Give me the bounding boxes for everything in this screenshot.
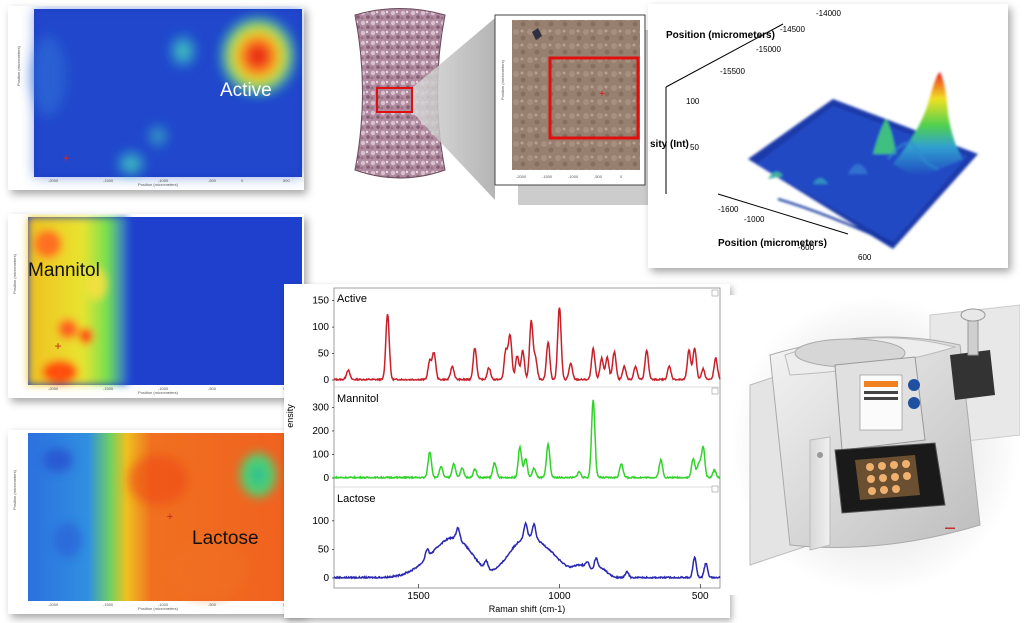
surface-z-axis-label: sity (Int) (650, 139, 689, 150)
active-map-panel: + Position (micrometers) Position (micro… (8, 6, 304, 190)
svg-text:-1500: -1500 (103, 178, 114, 183)
surface-z-tick: 50 (690, 143, 699, 152)
tablet-zoom-figure: + Position (micrometers) -2000 -1500 -1000… (354, 8, 650, 205)
svg-text:-500: -500 (594, 174, 603, 179)
x-tick-label: 500 (692, 591, 709, 602)
surface-y-tick: -14000 (816, 9, 841, 18)
svg-text:Position (micrometers): Position (micrometers) (16, 45, 21, 86)
y-tick-label: 0 (323, 573, 329, 584)
tablet-roi-box (376, 87, 413, 113)
panel-resize-handle[interactable] (711, 485, 719, 493)
svg-text:Position (micrometers): Position (micrometers) (138, 390, 179, 395)
active-map-image: + Position (micrometers) Position (micro… (8, 6, 304, 190)
spectrum-line-active (333, 307, 721, 382)
svg-text:-1500: -1500 (103, 386, 114, 391)
svg-text:-2000: -2000 (48, 178, 59, 183)
svg-text:Position (micrometers): Position (micrometers) (138, 182, 179, 187)
svg-text:+: + (62, 151, 69, 165)
y-tick-label: 0 (323, 375, 329, 386)
svg-text:-500: -500 (208, 602, 217, 607)
svg-text:-2000: -2000 (48, 386, 59, 391)
raman-instrument-photo: ▬▬ (730, 295, 1020, 595)
surface-x-tick: -1000 (744, 215, 765, 224)
surface-z-tick: 100 (686, 97, 700, 106)
svg-text:-500: -500 (208, 386, 217, 391)
svg-text:-2000: -2000 (48, 602, 59, 607)
y-tick-label: 100 (312, 516, 329, 527)
svg-text:0: 0 (241, 178, 244, 183)
mannitol-map-label: Mannitol (28, 260, 100, 281)
y-tick-label: 0 (323, 473, 329, 484)
y-tick-label: 300 (312, 402, 329, 413)
surface-mesh (748, 72, 978, 249)
svg-text:-500: -500 (208, 178, 217, 183)
lactose-map-panel: + Position (micrometers) Position (micro… (8, 430, 304, 614)
lactose-map-label: Lactose (192, 528, 259, 549)
surface-y-tick: -14500 (780, 25, 805, 34)
svg-text:-1000: -1000 (158, 178, 169, 183)
surface-y-axis-label: Position (micrometers) (666, 30, 775, 41)
svg-text:+: + (599, 89, 605, 100)
surface-y-tick: -15000 (756, 45, 781, 54)
spectrum-title: Mannitol (337, 393, 379, 405)
spectra-y-axis-label: ensity (285, 404, 295, 428)
svg-text:0: 0 (620, 174, 623, 179)
svg-text:+: + (167, 511, 173, 523)
y-tick-label: 50 (318, 544, 330, 555)
svg-text:500: 500 (283, 178, 290, 183)
svg-text:Position (micrometers): Position (micrometers) (500, 59, 505, 100)
mannitol-map-image: + Position (micrometers) Position (micro… (8, 214, 304, 398)
spectrum-title: Lactose (337, 493, 376, 505)
svg-text:-1000: -1000 (158, 386, 169, 391)
panel-resize-handle[interactable] (711, 387, 719, 395)
x-tick-label: 1500 (407, 591, 430, 602)
raman-spectra-chart: 0 50 100 150 Active 0 100 200 300 Mannitol 0 50 100 L… (284, 284, 730, 618)
surface-plot-panel: Position (micrometers) Position (microme… (648, 4, 1008, 268)
svg-text:Position (micrometers): Position (micrometers) (12, 253, 17, 294)
svg-text:-1000: -1000 (158, 602, 169, 607)
surface-x-tick: 600 (858, 253, 872, 262)
svg-text:-1500: -1500 (542, 174, 553, 179)
spectrum-title: Active (337, 293, 367, 305)
spectra-x-axis-label: Raman shift (cm-1) (489, 604, 566, 614)
y-tick-label: 200 (312, 426, 329, 437)
svg-text:▬▬: ▬▬ (945, 525, 955, 531)
y-tick-label: 100 (312, 449, 329, 460)
spectrum-line-mannitol (333, 399, 721, 480)
svg-text:+: + (54, 339, 61, 353)
zoom-roi-box (548, 56, 640, 140)
y-tick-label: 100 (312, 322, 329, 333)
surface-x-tick: -600 (798, 243, 815, 252)
panel-resize-handle[interactable] (711, 289, 719, 297)
y-tick-label: 50 (318, 349, 330, 360)
zoomed-micrograph (512, 20, 640, 170)
lactose-map-image: + Position (micrometers) Position (micro… (8, 430, 304, 614)
mannitol-map-panel: + Position (micrometers) Position (micro… (8, 214, 304, 398)
surface-x-axis-label: Position (micrometers) (718, 238, 827, 249)
svg-text:-1500: -1500 (103, 602, 114, 607)
spectra-panel: 0 50 100 150 Active 0 100 200 300 Mannitol 0 50 100 L… (284, 284, 730, 618)
svg-text:-1000: -1000 (568, 174, 579, 179)
svg-text:Position (micrometers): Position (micrometers) (12, 469, 17, 510)
y-tick-label: 150 (312, 296, 329, 307)
svg-text:Position (micrometers): Position (micrometers) (138, 606, 179, 611)
x-tick-label: 1000 (548, 591, 571, 602)
surface-x-tick: -1600 (718, 205, 739, 214)
tablet-cross-section (354, 8, 446, 179)
surface-y-tick: -15500 (720, 67, 745, 76)
svg-text:-2000: -2000 (516, 174, 527, 179)
active-map-label: Active (220, 80, 272, 101)
spectrum-line-lactose (333, 520, 721, 580)
